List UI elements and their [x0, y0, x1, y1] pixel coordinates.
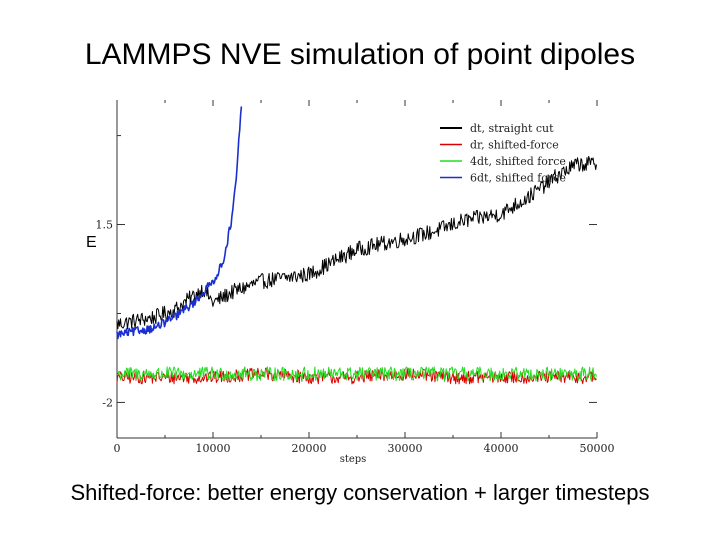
x-tick-label: 30000 [388, 442, 423, 455]
x-tick-label: 0 [114, 442, 121, 455]
legend-label-1: dt, straight cut [470, 122, 554, 135]
x-tick-label: 10000 [196, 442, 231, 455]
energy-axis-label: E [86, 234, 97, 251]
series-line-1 [116, 155, 597, 330]
y-tick-label: -2 [102, 396, 113, 409]
x-axis-title: steps [340, 454, 367, 465]
y-tick-label: 1.5 [96, 219, 114, 232]
series-line-2 [116, 367, 597, 385]
series-layer [116, 106, 597, 385]
legend-label-2: dr, shifted-force [470, 139, 559, 152]
x-tick-label: 20000 [292, 442, 327, 455]
slide-caption: Shifted-force: better energy conservatio… [70, 480, 650, 505]
slide-title: LAMMPS NVE simulation of point dipoles [84, 38, 636, 71]
x-tick-label: 40000 [484, 442, 519, 455]
axes-layer: 0 10000 20000 30000 40000 50000 1.5 -2 steps [96, 100, 615, 465]
x-tick-label: 50000 [580, 442, 615, 455]
legend-label-4: 6dt, shifted force [470, 172, 566, 185]
legend-label-3: 4dt, shifted force [470, 155, 566, 168]
legend-layer: dt, straight cut dr, shifted-force 4dt, sh… [440, 122, 566, 185]
series-line-3 [116, 366, 597, 382]
series-line-4 [116, 106, 243, 340]
